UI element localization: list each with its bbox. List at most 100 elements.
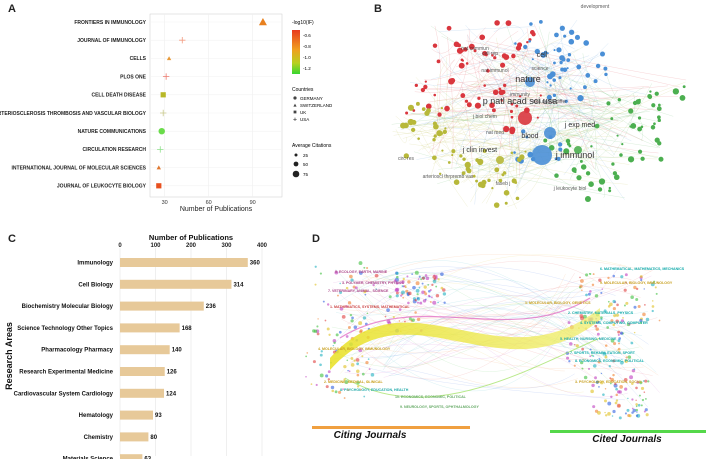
journal-dot (598, 358, 600, 360)
journal-dot (331, 389, 335, 393)
journal-dot (407, 301, 410, 305)
network-node (403, 153, 410, 159)
journal-dot (401, 280, 405, 284)
journal-dot (350, 278, 354, 282)
journal-dot (332, 339, 337, 343)
journal-dot (609, 302, 613, 307)
network-node (501, 53, 507, 59)
network-node (510, 115, 514, 119)
journal-dot (609, 382, 612, 385)
journal-dot (595, 327, 599, 331)
network-edge (488, 158, 511, 178)
citing-cluster-label: 4. MOLECULAR, BIOLOGY, IMMUNOLOGY (318, 347, 391, 351)
journal-dot (627, 355, 632, 359)
journal-dot (638, 394, 641, 397)
network-edge (552, 73, 585, 108)
network-node (539, 94, 542, 97)
network-node (658, 156, 664, 162)
network-edge (478, 19, 578, 91)
citation-arc (362, 275, 616, 374)
network-node (441, 149, 444, 152)
network-node (493, 56, 497, 60)
network-node (503, 190, 510, 196)
network-node (536, 116, 539, 119)
network-node (486, 69, 490, 73)
journal-dot (313, 329, 318, 333)
journal-dot (653, 280, 656, 283)
journal-dot (637, 403, 641, 407)
panel-label-a: A (8, 3, 16, 15)
network-node (559, 25, 565, 31)
network-edge (450, 78, 619, 121)
network-edge (464, 70, 600, 173)
network-node (588, 181, 594, 188)
network-node (566, 67, 569, 70)
journal-dot (415, 281, 420, 286)
network-node (472, 174, 476, 178)
network-edge (438, 26, 535, 32)
network-edge (545, 31, 561, 153)
journal-dot (412, 285, 416, 290)
citation-arc (350, 264, 621, 364)
network-label: nat commun (461, 46, 489, 52)
citation-arc (347, 306, 658, 331)
network-edge (391, 112, 640, 125)
journal-dot (631, 398, 634, 401)
network-node (510, 151, 514, 155)
network-node (637, 126, 642, 132)
citation-arc (376, 275, 652, 317)
journal-dot (650, 282, 655, 287)
journal-dot (392, 316, 395, 319)
network-node (583, 85, 587, 90)
network-node (442, 129, 448, 135)
journal-dot (635, 399, 637, 402)
bar-value-label: 236 (206, 304, 217, 310)
category-label: Hematology (79, 413, 114, 419)
journal-dot (626, 408, 630, 412)
citation-arc (333, 276, 643, 336)
network-node (613, 174, 620, 181)
network-edge (422, 71, 577, 150)
panel-b-network-chart: nature p natl acad sci usa j immunol j clin… (391, 4, 687, 210)
country-marker-square (293, 110, 297, 114)
network-node (580, 164, 587, 170)
journal-dot (415, 288, 420, 293)
network-edge (411, 113, 637, 123)
journal-dot (615, 393, 619, 397)
data-point (160, 92, 166, 98)
network-edge (441, 59, 455, 76)
network-edge (400, 98, 581, 130)
cited-cluster-label: 9. MOLECULAR, BIOLOGY, IMMUNOLOGY (600, 281, 673, 285)
network-edge (545, 126, 662, 159)
network-edge (444, 55, 590, 107)
category-label: Materials Science (63, 457, 114, 459)
network-edge (474, 64, 519, 205)
category-label: Pharmacology Pharmacy (41, 348, 113, 354)
network-node (491, 54, 494, 57)
main-citation-flow (330, 308, 600, 370)
journal-dot (427, 284, 430, 286)
network-edge (408, 31, 579, 142)
network-node (531, 32, 536, 37)
journal-dot (620, 275, 624, 279)
journal-dot (587, 292, 591, 296)
journal-dot (603, 309, 607, 313)
journal-dot (326, 327, 330, 331)
journal-label: CELL DEATH DISEASE (91, 93, 146, 99)
journal-dot (404, 320, 406, 323)
network-node (414, 83, 418, 88)
journal-dot (607, 276, 610, 280)
network-node (494, 167, 500, 173)
network-edge (628, 121, 648, 131)
bar-value-label: 126 (167, 370, 178, 376)
network-node (515, 196, 520, 201)
x-tick-label: 100 (150, 243, 161, 249)
data-point (162, 73, 170, 80)
network-node (574, 34, 581, 41)
journal-dot (386, 308, 390, 312)
network-node (559, 60, 563, 65)
network-edge (480, 51, 566, 99)
network-edge (437, 53, 473, 65)
journal-dot (374, 273, 379, 278)
network-node (410, 127, 416, 133)
